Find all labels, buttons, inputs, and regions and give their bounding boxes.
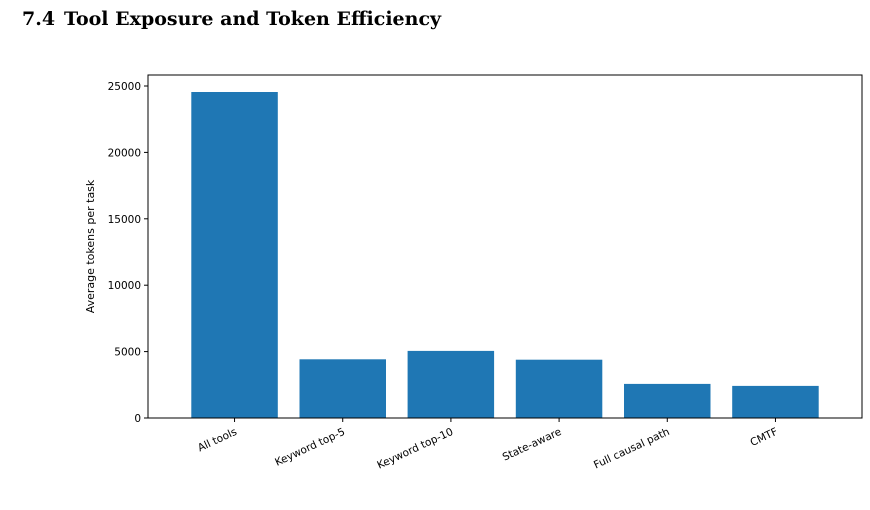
x-tick-label: Full causal path <box>592 426 672 472</box>
y-tick-label: 20000 <box>108 147 141 159</box>
y-tick-label: 5000 <box>114 347 141 359</box>
y-tick-label: 25000 <box>108 81 141 93</box>
x-tick-label: All tools <box>196 426 239 455</box>
x-axis: All tools Keyword top-5 Keyword top-10 Stat… <box>196 418 780 472</box>
bar-all-tools <box>191 92 278 418</box>
bar-keyword-top-10 <box>407 350 495 418</box>
y-tick-label: 0 <box>134 413 141 425</box>
x-tick-label: State-aware <box>501 426 564 464</box>
x-tick-label: CMTF <box>748 426 779 449</box>
section-heading: 7.4 Tool Exposure and Token Efficiency <box>22 8 441 30</box>
x-tick-label: Keyword top-5 <box>273 426 347 469</box>
plot-frame <box>147 74 863 419</box>
bar-state-aware <box>515 359 603 418</box>
y-tick-label: 10000 <box>108 280 141 292</box>
y-axis: 0 5000 10000 15000 20000 25000 <box>108 81 148 425</box>
bar-full-causal-path <box>624 383 711 418</box>
y-axis-label: Average tokens per task <box>84 179 97 313</box>
x-tick-label: Keyword top-10 <box>375 426 455 472</box>
y-tick-label: 15000 <box>108 214 141 226</box>
bars-group <box>191 92 819 418</box>
section-number: 7.4 <box>22 8 56 30</box>
bar-cmtf <box>732 385 819 418</box>
section-title: Tool Exposure and Token Efficiency <box>64 8 442 30</box>
bar-keyword-top-5 <box>299 359 386 418</box>
